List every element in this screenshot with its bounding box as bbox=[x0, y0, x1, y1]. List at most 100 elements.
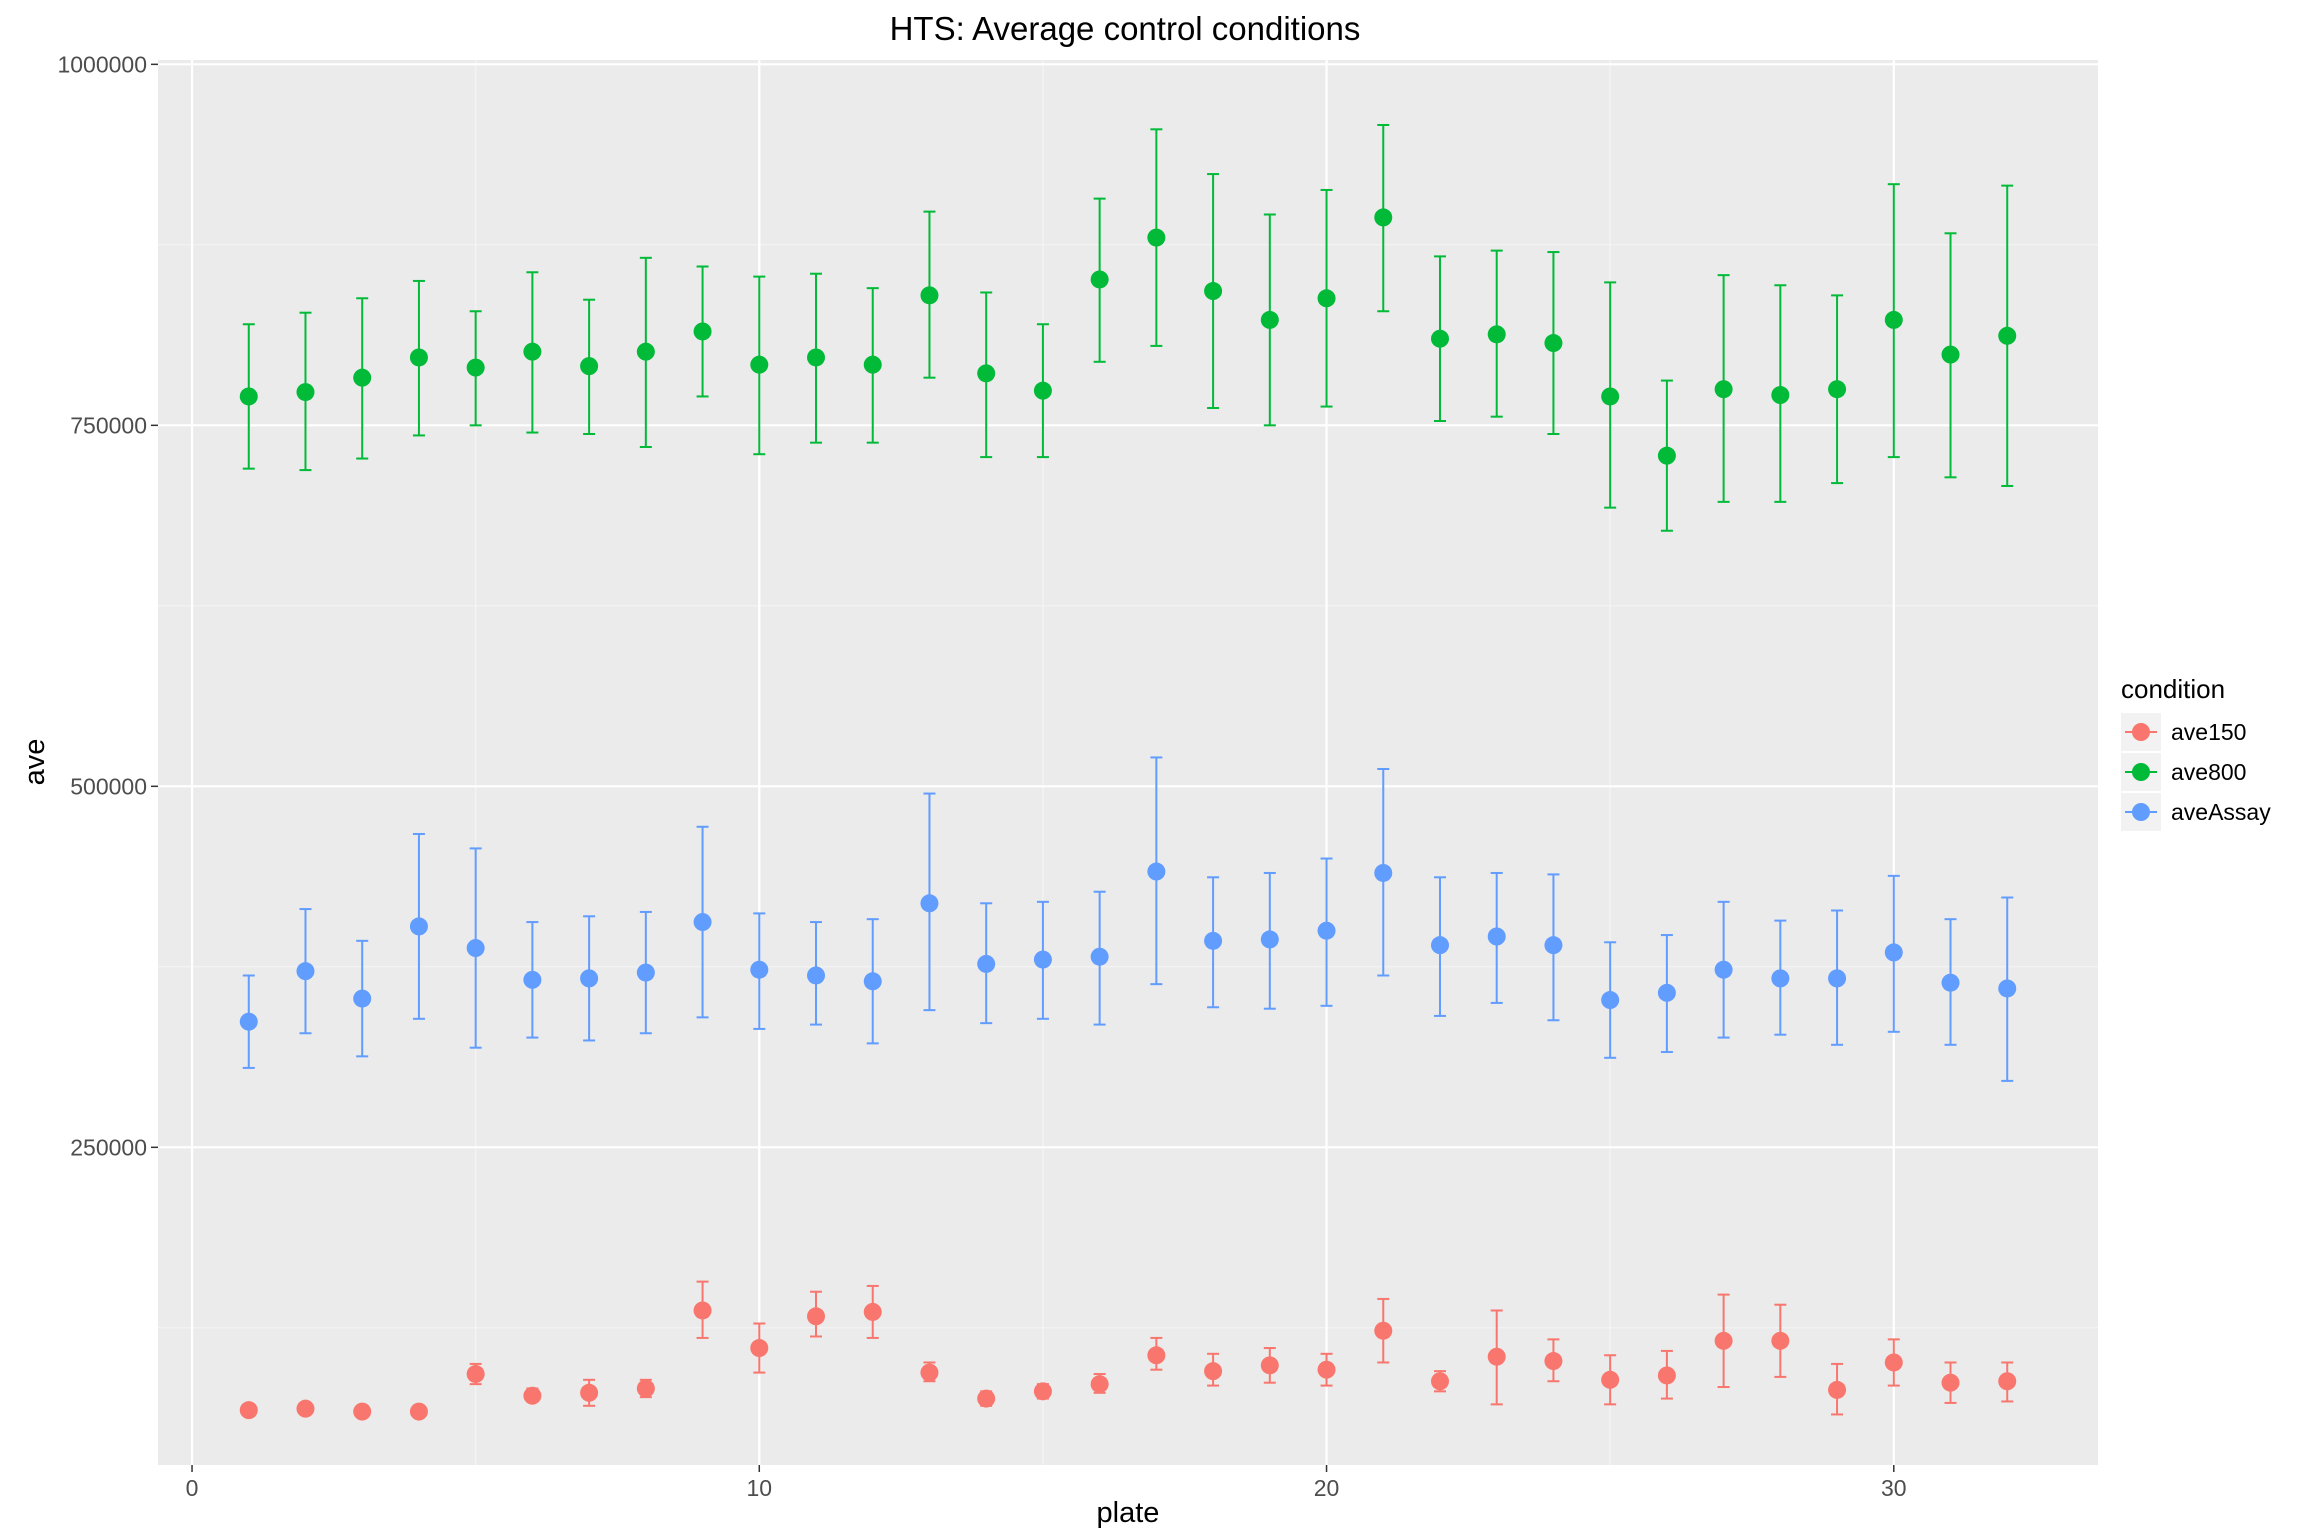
data-point bbox=[1374, 1321, 1393, 1340]
data-point bbox=[1771, 969, 1790, 988]
data-point bbox=[1374, 208, 1393, 227]
data-point bbox=[580, 1383, 599, 1402]
data-point bbox=[239, 387, 258, 406]
data-point bbox=[466, 358, 485, 377]
data-point bbox=[1884, 1353, 1903, 1372]
x-tick-label: 10 bbox=[746, 1475, 772, 1501]
data-point bbox=[1771, 386, 1790, 405]
data-point bbox=[807, 966, 826, 985]
data-point bbox=[636, 342, 655, 361]
data-point bbox=[1090, 270, 1109, 289]
data-point bbox=[1487, 1347, 1506, 1366]
data-point bbox=[1147, 1346, 1166, 1365]
data-point bbox=[1430, 1372, 1449, 1391]
data-point bbox=[1317, 921, 1336, 940]
data-point bbox=[1430, 329, 1449, 348]
data-point bbox=[1033, 1382, 1052, 1401]
data-point bbox=[1204, 931, 1223, 950]
data-point bbox=[1657, 1366, 1676, 1385]
data-point bbox=[1884, 310, 1903, 329]
data-point bbox=[1260, 930, 1279, 949]
data-point bbox=[296, 962, 315, 981]
data-point bbox=[1033, 381, 1052, 400]
data-point bbox=[1601, 1370, 1620, 1389]
y-tick-label: 500000 bbox=[70, 773, 147, 799]
data-point bbox=[1090, 1375, 1109, 1394]
data-point bbox=[977, 954, 996, 973]
data-point bbox=[353, 989, 372, 1008]
data-point bbox=[523, 1386, 542, 1405]
data-point bbox=[636, 1379, 655, 1398]
data-point bbox=[1998, 1372, 2017, 1391]
legend-label: ave800 bbox=[2171, 759, 2246, 785]
data-point bbox=[1430, 936, 1449, 955]
data-point bbox=[1998, 326, 2017, 345]
data-point bbox=[920, 286, 939, 305]
data-point bbox=[1601, 991, 1620, 1010]
data-point bbox=[409, 1402, 428, 1421]
x-tick-label: 0 bbox=[186, 1475, 199, 1501]
x-axis-title: plate bbox=[1097, 1497, 1160, 1529]
data-point bbox=[693, 913, 712, 932]
legend-item-aveAssay: aveAssay bbox=[2121, 793, 2271, 831]
data-point bbox=[1714, 380, 1733, 399]
data-point bbox=[1147, 228, 1166, 247]
plot-panel bbox=[158, 60, 2098, 1465]
series-ave150 bbox=[239, 1280, 2017, 1421]
y-axis-title: ave bbox=[19, 739, 51, 786]
data-point bbox=[239, 1012, 258, 1031]
data-point bbox=[1657, 446, 1676, 465]
data-point bbox=[1544, 1352, 1563, 1371]
legend-label: aveAssay bbox=[2171, 799, 2271, 825]
data-point bbox=[1147, 862, 1166, 881]
data-point bbox=[807, 1307, 826, 1326]
data-point bbox=[353, 1402, 372, 1421]
data-point bbox=[1941, 973, 1960, 992]
legend-title: condition bbox=[2121, 674, 2225, 704]
data-point bbox=[750, 960, 769, 979]
legend-key-point bbox=[2132, 723, 2150, 741]
legend-key-point bbox=[2132, 763, 2150, 781]
y-tick-label: 250000 bbox=[70, 1134, 147, 1160]
data-point bbox=[1941, 345, 1960, 364]
y-tick-label: 1000000 bbox=[57, 51, 147, 77]
data-point bbox=[1828, 380, 1847, 399]
data-point bbox=[1714, 1331, 1733, 1350]
series-ave800 bbox=[239, 123, 2017, 532]
data-point bbox=[1544, 936, 1563, 955]
data-point bbox=[409, 348, 428, 367]
data-point bbox=[1260, 310, 1279, 329]
data-point bbox=[580, 357, 599, 376]
data-point bbox=[1941, 1373, 1960, 1392]
data-point bbox=[1714, 960, 1733, 979]
data-series bbox=[239, 123, 2017, 1421]
data-point bbox=[409, 917, 428, 936]
data-point bbox=[239, 1401, 258, 1420]
data-point bbox=[1544, 334, 1563, 353]
data-point bbox=[863, 1302, 882, 1321]
legend-item-ave800: ave800 bbox=[2121, 753, 2246, 791]
data-point bbox=[1260, 1356, 1279, 1375]
data-point bbox=[580, 969, 599, 988]
data-point bbox=[353, 368, 372, 387]
legend-item-ave150: ave150 bbox=[2121, 713, 2246, 751]
data-point bbox=[863, 355, 882, 374]
legend-key-point bbox=[2132, 803, 2150, 821]
data-point bbox=[977, 1389, 996, 1408]
data-point bbox=[466, 939, 485, 958]
data-point bbox=[1317, 289, 1336, 308]
data-point bbox=[466, 1365, 485, 1384]
legend-label: ave150 bbox=[2171, 719, 2246, 745]
data-point bbox=[636, 963, 655, 982]
data-point bbox=[523, 970, 542, 989]
data-point bbox=[296, 1399, 315, 1418]
data-point bbox=[1374, 863, 1393, 882]
data-point bbox=[1487, 927, 1506, 946]
data-point bbox=[977, 364, 996, 383]
data-point bbox=[523, 342, 542, 361]
data-point bbox=[1033, 950, 1052, 969]
data-point bbox=[1090, 947, 1109, 966]
data-point bbox=[750, 1339, 769, 1358]
x-tick-label: 20 bbox=[1314, 1475, 1340, 1501]
